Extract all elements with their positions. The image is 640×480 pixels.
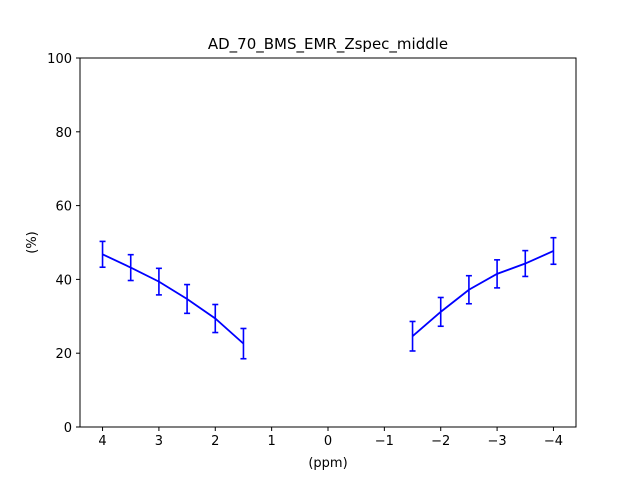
y-tick-label: 40: [55, 273, 72, 288]
x-tick-label: 4: [98, 434, 106, 449]
x-tick-label: −2: [431, 434, 450, 449]
x-tick-label: −1: [375, 434, 394, 449]
x-tick-label: −4: [544, 434, 563, 449]
series-line: [411, 250, 554, 337]
series-line: [102, 253, 245, 345]
x-tick-label: −3: [488, 434, 507, 449]
y-axis-label: (%): [25, 231, 40, 254]
x-tick-label: 0: [324, 434, 332, 449]
x-tick-label: 3: [155, 434, 163, 449]
y-tick-label: 0: [64, 421, 72, 436]
plot-frame: [79, 57, 577, 428]
y-tick-label: 20: [55, 347, 72, 362]
x-tick-label: 1: [267, 434, 275, 449]
plot-marks: [99, 236, 557, 360]
x-tick-label: 2: [211, 434, 219, 449]
y-tick-label: 60: [55, 200, 72, 215]
y-axis-ticks: 0 20 40 60 80 100: [47, 52, 80, 436]
x-axis-label: (ppm): [308, 456, 347, 471]
y-tick-label: 80: [55, 126, 72, 141]
chart-title: AD_70_BMS_EMR_Zspec_middle: [208, 35, 448, 54]
y-tick-label: 100: [47, 52, 72, 67]
x-axis-ticks: 4 3 2 1 0 −1 −2 −3 −4: [98, 427, 563, 449]
